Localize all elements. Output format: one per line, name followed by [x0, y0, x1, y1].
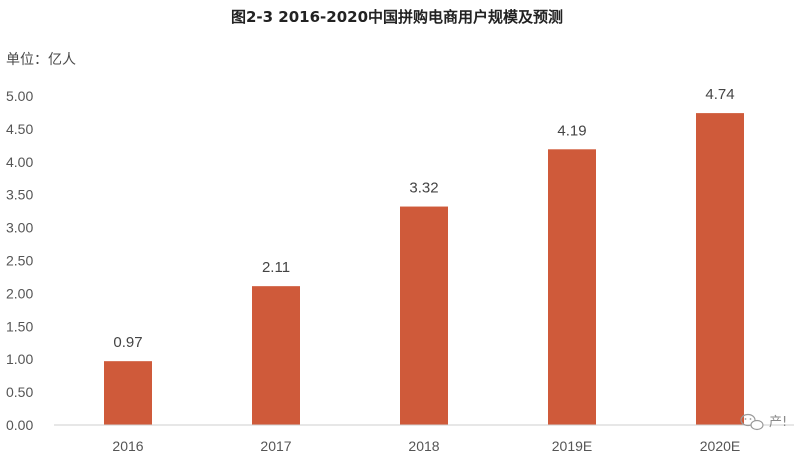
data-label-2017: 2.11 — [262, 259, 290, 276]
y-tick-label: 2.00 — [6, 285, 33, 301]
y-tick-label: 1.50 — [6, 318, 33, 334]
bar-2018 — [400, 206, 448, 425]
bar-2017 — [252, 286, 300, 425]
bar-2016 — [104, 361, 152, 425]
chart-title: 图2-3 2016-2020中国拼购电商用户规模及预测 — [231, 8, 563, 26]
x-tick-label-2020E: 2020E — [700, 438, 740, 454]
data-label-2020E: 4.74 — [705, 86, 734, 103]
y-tick-label: 4.50 — [6, 121, 33, 137]
x-tick-label-2017: 2017 — [260, 438, 291, 454]
bar-2019E — [548, 149, 596, 425]
x-tick-label-2016: 2016 — [112, 438, 143, 454]
x-axis-ticks: 2016 2017 2018 2019E 2020E — [112, 438, 740, 454]
unit-label: 单位：亿人 — [6, 52, 76, 68]
y-tick-label: 0.00 — [6, 417, 33, 433]
watermark-text: 产! — [769, 415, 787, 430]
data-label-2016: 0.97 — [113, 334, 142, 351]
x-tick-label-2019E: 2019E — [552, 438, 592, 454]
y-tick-label: 5.00 — [6, 88, 33, 104]
y-tick-label: 1.00 — [6, 351, 33, 367]
y-tick-label: 4.00 — [6, 154, 33, 170]
watermark: 产! — [740, 413, 787, 431]
y-axis-ticks: 0.00 0.50 1.00 1.50 2.00 2.50 3.00 3.50 4.00 4.50… — [6, 88, 33, 433]
data-label-2019E: 4.19 — [557, 122, 586, 139]
y-tick-label: 3.00 — [6, 220, 33, 236]
x-tick-label-2018: 2018 — [408, 438, 439, 454]
y-tick-label: 2.50 — [6, 253, 33, 269]
wechat-icon — [740, 413, 764, 431]
y-tick-label: 0.50 — [6, 384, 33, 400]
bar-2020E — [696, 113, 744, 425]
data-label-2018: 3.32 — [409, 180, 438, 197]
y-tick-label: 3.50 — [6, 187, 33, 203]
bars-group — [104, 113, 744, 425]
data-labels-group: 0.97 2.11 3.32 4.19 4.74 — [113, 86, 734, 351]
